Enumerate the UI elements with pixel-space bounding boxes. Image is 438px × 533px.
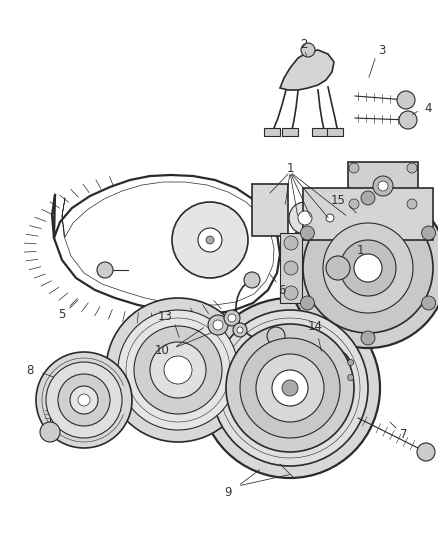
Circle shape (340, 240, 396, 296)
Circle shape (407, 199, 417, 209)
Circle shape (289, 202, 321, 234)
Circle shape (397, 91, 415, 109)
Circle shape (206, 236, 214, 244)
Circle shape (303, 203, 433, 333)
Text: 5: 5 (58, 308, 66, 320)
Circle shape (224, 310, 240, 326)
Circle shape (244, 272, 260, 288)
Circle shape (284, 261, 298, 275)
Circle shape (422, 226, 436, 240)
Circle shape (354, 254, 382, 282)
Circle shape (208, 315, 228, 335)
Circle shape (300, 296, 314, 310)
Circle shape (233, 323, 247, 337)
Circle shape (373, 176, 393, 196)
Text: 4: 4 (424, 101, 432, 115)
Circle shape (319, 207, 341, 229)
Circle shape (212, 310, 368, 466)
Circle shape (70, 386, 98, 414)
FancyBboxPatch shape (303, 188, 433, 240)
Circle shape (36, 352, 132, 448)
Circle shape (288, 188, 438, 348)
Circle shape (267, 327, 285, 345)
Circle shape (361, 331, 375, 345)
Circle shape (240, 338, 340, 438)
Circle shape (361, 191, 375, 205)
Circle shape (351, 248, 365, 262)
Circle shape (97, 262, 113, 278)
Circle shape (284, 236, 298, 250)
Text: 8: 8 (26, 364, 34, 376)
Circle shape (378, 181, 388, 191)
Circle shape (134, 326, 222, 414)
Circle shape (417, 443, 435, 461)
Circle shape (164, 356, 192, 384)
Text: 2: 2 (300, 37, 308, 51)
Circle shape (323, 223, 413, 313)
Circle shape (106, 298, 250, 442)
Circle shape (326, 256, 350, 280)
Circle shape (282, 380, 298, 396)
Circle shape (301, 43, 315, 57)
Text: 6: 6 (278, 284, 286, 296)
Circle shape (118, 310, 238, 430)
Circle shape (150, 342, 206, 398)
Text: 7: 7 (400, 429, 408, 441)
Circle shape (78, 394, 90, 406)
Circle shape (237, 327, 243, 333)
FancyBboxPatch shape (280, 233, 302, 303)
Circle shape (58, 374, 110, 426)
Circle shape (349, 199, 359, 209)
Circle shape (300, 226, 314, 240)
FancyBboxPatch shape (327, 128, 343, 136)
Circle shape (200, 298, 380, 478)
Text: 3: 3 (378, 44, 386, 56)
Circle shape (46, 362, 122, 438)
Text: 10: 10 (155, 343, 170, 357)
FancyBboxPatch shape (264, 128, 280, 136)
Circle shape (284, 286, 298, 300)
Circle shape (213, 320, 223, 330)
FancyBboxPatch shape (348, 162, 418, 210)
Circle shape (348, 375, 353, 381)
Circle shape (407, 163, 417, 173)
Text: 15: 15 (331, 193, 346, 206)
Circle shape (341, 208, 355, 222)
Circle shape (172, 202, 248, 278)
Polygon shape (280, 50, 334, 90)
Circle shape (349, 163, 359, 173)
Text: 14: 14 (307, 320, 322, 334)
Text: 13: 13 (158, 310, 173, 322)
Circle shape (348, 359, 353, 366)
Circle shape (226, 324, 354, 452)
FancyBboxPatch shape (252, 184, 288, 236)
Circle shape (40, 422, 60, 442)
Circle shape (422, 296, 436, 310)
Text: 1: 1 (356, 244, 364, 256)
Circle shape (256, 354, 324, 422)
Circle shape (228, 314, 236, 322)
Circle shape (326, 214, 334, 222)
FancyBboxPatch shape (282, 128, 298, 136)
Text: 1: 1 (286, 161, 294, 174)
FancyBboxPatch shape (312, 128, 328, 136)
Circle shape (198, 228, 222, 252)
Circle shape (399, 111, 417, 129)
Circle shape (272, 370, 308, 406)
Circle shape (298, 211, 312, 225)
Text: 9: 9 (224, 486, 232, 498)
